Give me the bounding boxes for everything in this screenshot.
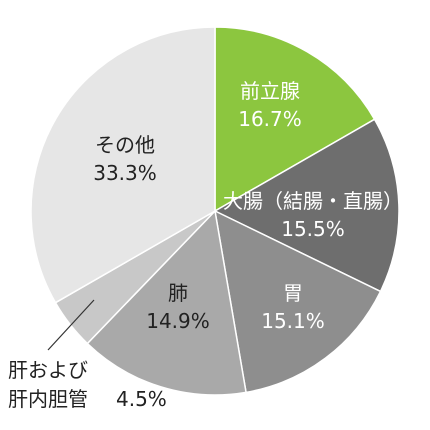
pct-stomach: 15.1% [261, 309, 325, 333]
label-stomach: 胃 [283, 281, 303, 305]
pct-colorectal: 15.5% [281, 217, 345, 241]
pie-slices [30, 26, 400, 396]
pie-slice-prostate [214, 26, 376, 213]
pie-slice-stomach [214, 209, 382, 394]
label-prostate: 前立腺 [240, 79, 300, 103]
pct-lung: 14.9% [146, 309, 210, 333]
pie-slice-colorectal [213, 118, 400, 293]
pct-liver: 4.5% [116, 387, 167, 411]
label-lung: 肺 [168, 281, 188, 305]
leader-line-liver [47, 299, 95, 351]
pct-prostate: 16.7% [238, 107, 302, 131]
label-liver-line2: 肝内胆管 [8, 387, 88, 411]
pie-slice-other [30, 26, 216, 304]
label-colorectal: 大腸（結腸・直腸） [223, 189, 403, 213]
label-liver-line1: 肝および [8, 358, 88, 382]
pct-other: 33.3% [93, 161, 157, 185]
label-other: その他 [95, 133, 155, 157]
pie-slice-lung [86, 209, 247, 396]
